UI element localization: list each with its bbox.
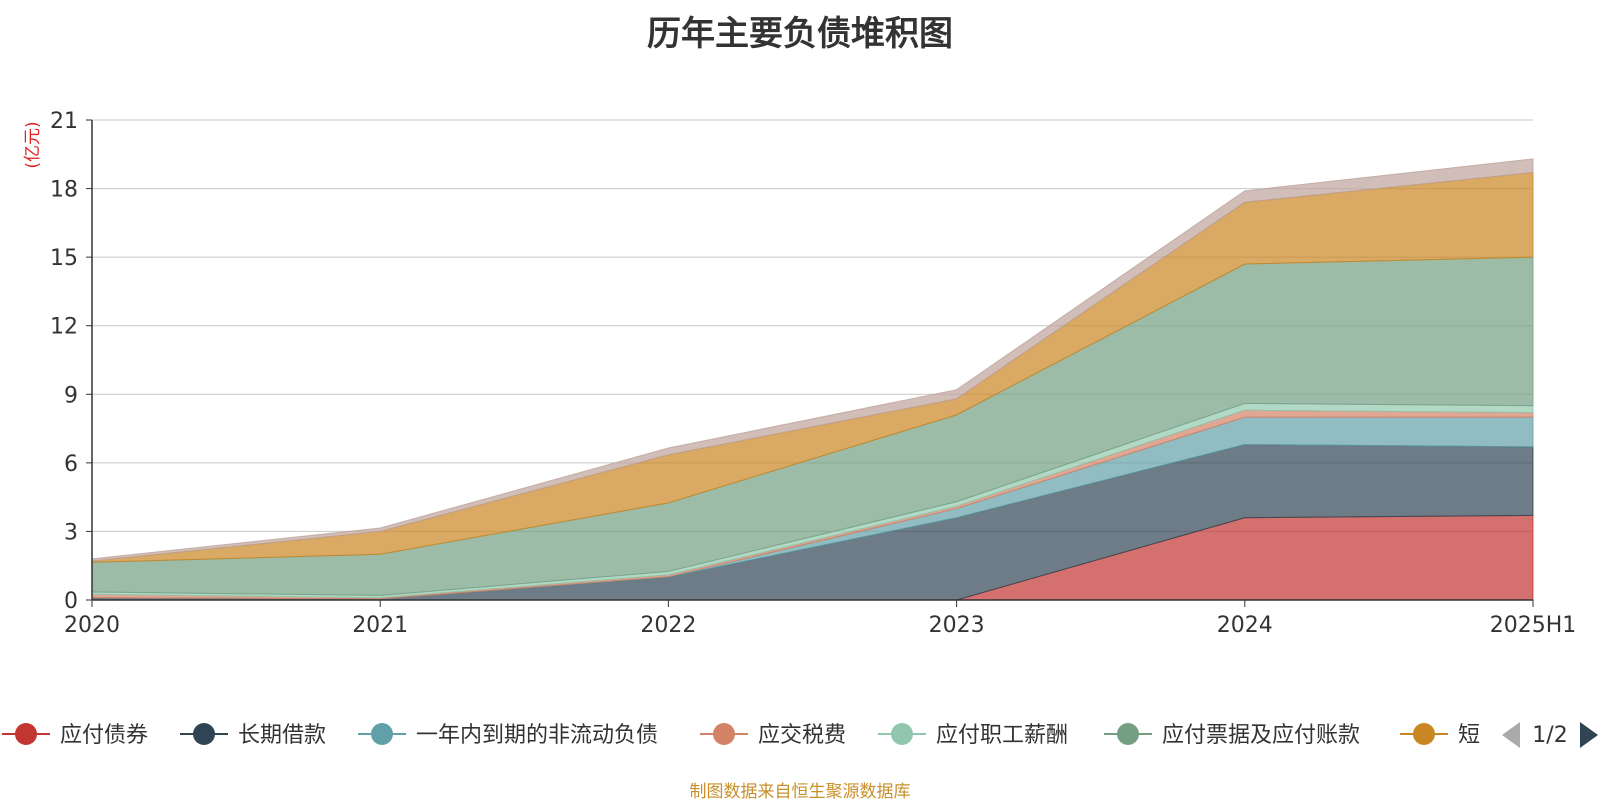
legend-label: 应付职工薪酬 <box>936 723 1068 748</box>
x-tick-label: 2024 <box>1217 613 1273 638</box>
x-tick-label: 2023 <box>929 613 985 638</box>
x-tick-label: 2022 <box>640 613 696 638</box>
legend-label: 应付债券 <box>60 723 148 748</box>
y-tick-label: 18 <box>50 178 78 203</box>
legend-item[interactable]: 应交税费 <box>700 723 846 748</box>
x-tick-label: 2020 <box>64 613 120 638</box>
legend-item[interactable]: 长期借款 <box>180 723 326 748</box>
y-tick-label: 12 <box>50 315 78 340</box>
legend-marker <box>15 723 37 745</box>
y-tick-label: 6 <box>64 452 78 477</box>
axis-layer: 0 3 6 9 12 15 18 21 2020 2021 2022 2023 2024 2025H1 (亿… <box>23 109 1576 638</box>
x-tick-label: 2021 <box>352 613 408 638</box>
legend-marker <box>713 723 735 745</box>
legend-label: 短 <box>1458 723 1480 748</box>
legend-label: 长期借款 <box>238 723 326 748</box>
legend-next-icon[interactable] <box>1580 722 1598 748</box>
area-layer <box>91 158 1534 601</box>
legend-item[interactable]: 应付债券 <box>2 723 148 748</box>
legend-prev-icon[interactable] <box>1502 722 1520 748</box>
legend-label: 应付票据及应付账款 <box>1162 723 1360 748</box>
x-tick-label: 2025H1 <box>1490 613 1577 638</box>
legend-marker <box>1413 723 1435 745</box>
legend-marker <box>1117 723 1139 745</box>
legend-label: 一年内到期的非流动负债 <box>416 723 658 748</box>
legend-page-indicator: 1/2 <box>1532 723 1567 748</box>
y-tick-label: 3 <box>64 520 78 545</box>
legend-item[interactable]: 应付职工薪酬 <box>878 723 1068 748</box>
area-series <box>91 158 1534 562</box>
source-note: 制图数据来自恒生聚源数据库 <box>689 782 911 802</box>
legend-item[interactable]: 一年内到期的非流动负债 <box>358 723 658 748</box>
legend-marker <box>371 723 393 745</box>
y-tick-label: 9 <box>64 383 78 408</box>
y-tick-label: 0 <box>64 589 78 614</box>
legend-label: 应交税费 <box>758 723 846 748</box>
y-tick-label: 15 <box>50 246 78 271</box>
legend-item[interactable]: 短 <box>1400 723 1480 748</box>
legend-marker <box>891 723 913 745</box>
legend-item[interactable]: 应付票据及应付账款 <box>1104 723 1360 748</box>
chart-title: 历年主要负债堆积图 <box>647 14 953 54</box>
legend-marker <box>193 723 215 745</box>
y-tick-label: 21 <box>50 109 78 134</box>
legend-layer: 应付债券 长期借款 一年内到期的非流动负债 应交税费 应付职工薪酬 应付票据及应付账款 短 1… <box>2 722 1598 748</box>
y-axis-unit-label: (亿元) <box>23 121 43 168</box>
